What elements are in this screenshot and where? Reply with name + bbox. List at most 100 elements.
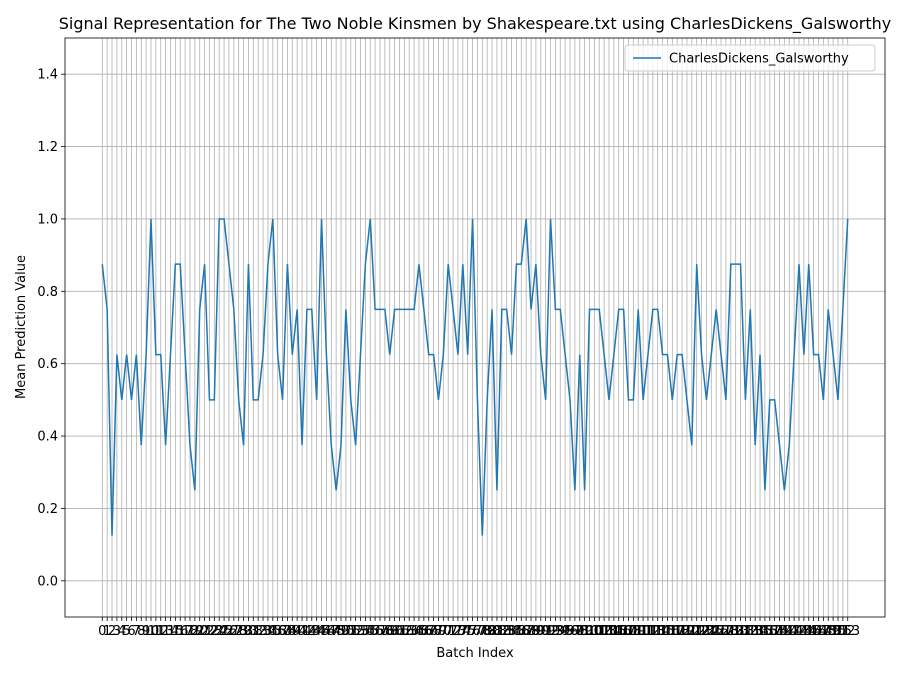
x-tick-label: 62 [396,624,413,639]
x-tick-label: 1 [103,624,111,639]
x-tick-label: 146 [801,624,826,639]
x-tick-label: 143 [787,624,812,639]
x-tick-label: 42 [299,624,316,639]
x-tick-label: 98 [571,624,588,639]
x-tick-label: 71 [440,624,457,639]
x-tick-label: 32 [250,624,267,639]
x-tick-label: 37 [274,624,291,639]
x-tick-label: 125 [699,624,724,639]
x-tick-label: 51 [342,624,359,639]
x-tick-label: 87 [518,624,535,639]
x-tick-label: 50 [338,624,355,639]
x-tick-label: 91 [537,624,554,639]
x-tick-label: 7 [132,624,140,639]
x-tick-label: 123 [689,624,714,639]
y-tick-label: 0.8 [37,285,58,300]
x-tick-label: 68 [425,624,442,639]
y-tick-label: 0.2 [37,502,58,517]
x-tick-label: 19 [187,624,204,639]
x-tick-label: 66 [416,624,433,639]
x-tick-label: 79 [479,624,496,639]
x-tick-label: 131 [728,624,753,639]
x-tick-label: 85 [508,624,525,639]
x-tick-label: 44 [308,624,325,639]
x-tick-label: 113 [640,624,665,639]
y-tick-label: 1.2 [37,140,58,155]
x-tick-label: 149 [816,624,841,639]
x-tick-label: 108 [616,624,641,639]
x-tick-label: 48 [328,624,345,639]
x-tick-label: 117 [660,624,685,639]
x-tick-label: 114 [645,624,670,639]
x-tick-label: 116 [655,624,680,639]
x-tick-label: 110 [626,624,651,639]
x-tick-label: 18 [182,624,199,639]
x-tick-label: 103 [592,624,617,639]
legend-label: CharlesDickens_Galsworthy [669,52,849,67]
x-tick-label: 124 [694,624,719,639]
x-tick-label: 111 [631,624,656,639]
x-tick-label: 99 [576,624,593,639]
x-tick-label: 38 [279,624,296,639]
x-tick-label: 119 [670,624,695,639]
x-tick-label: 39 [284,624,301,639]
x-tick-label: 150 [821,624,846,639]
x-tick-label: 101 [582,624,607,639]
x-tick-label: 24 [211,624,228,639]
x-tick-label: 90 [533,624,550,639]
x-tick-label: 139 [767,624,792,639]
y-tick-label: 0.0 [37,574,58,589]
x-tick-label: 72 [445,624,462,639]
y-tick-label: 0.6 [37,357,58,372]
x-tick-label: 104 [597,624,622,639]
x-tick-label: 153 [835,624,860,639]
x-tick-label: 46 [318,624,335,639]
x-tick-label: 9 [142,624,150,639]
x-tick-label: 115 [650,624,675,639]
x-tick-label: 128 [714,624,739,639]
x-tick-label: 133 [738,624,763,639]
x-tick-label: 43 [304,624,321,639]
x-tick-label: 64 [406,624,423,639]
x-tick-label: 97 [567,624,584,639]
x-tick-label: 121 [679,624,704,639]
plot-frame [64,37,886,618]
x-tick-label: 142 [782,624,807,639]
x-tick-label: 74 [455,624,472,639]
x-tick-label: 58 [377,624,394,639]
x-tick-label: 16 [172,624,189,639]
x-tick-label: 15 [167,624,184,639]
x-tick-label: 22 [201,624,218,639]
x-tick-label: 81 [489,624,506,639]
x-tick-label: 12 [152,624,169,639]
x-tick-label: 34 [260,624,277,639]
x-tick-label: 80 [484,624,501,639]
x-tick-label: 35 [265,624,282,639]
x-tick-label: 63 [401,624,418,639]
x-tick-label: 3 [113,624,121,639]
chart-title: Signal Representation for The Two Noble … [59,14,891,34]
x-tick-label: 141 [777,624,802,639]
x-tick-label: 26 [221,624,238,639]
x-tick-label: 84 [503,624,520,639]
x-tick-label: 86 [513,624,530,639]
x-tick-label: 78 [474,624,491,639]
x-tick-label: 76 [464,624,481,639]
x-tick-label: 11 [148,624,165,639]
x-tick-label: 55 [362,624,379,639]
x-tick-label: 61 [391,624,408,639]
x-tick-label: 100 [577,624,602,639]
x-tick-label: 130 [723,624,748,639]
x-tick-label: 120 [675,624,700,639]
x-tick-label: 129 [718,624,743,639]
x-tick-label: 144 [791,624,816,639]
x-tick-label: 122 [684,624,709,639]
y-tick-label: 1.0 [37,212,58,227]
x-tick-label: 8 [137,624,145,639]
x-tick-label: 145 [796,624,821,639]
x-tick-label: 83 [498,624,515,639]
x-tick-label: 147 [806,624,831,639]
x-tick-label: 102 [587,624,612,639]
x-tick-label: 95 [557,624,574,639]
